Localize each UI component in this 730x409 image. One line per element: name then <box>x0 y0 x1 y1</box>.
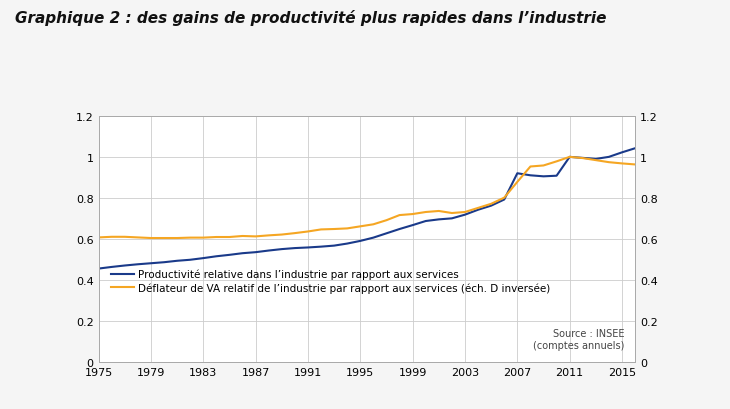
Productivité relative dans l’industrie par rapport aux services <box>474 208 483 213</box>
Productivité relative dans l’industrie par rapport aux services <box>251 250 260 255</box>
Déflateur de VA relatif de l’industrie par rapport aux services (éch. D inversée) <box>552 160 561 164</box>
Productivité relative dans l’industrie par rapport aux services <box>500 198 509 202</box>
Déflateur de VA relatif de l’industrie par rapport aux services (éch. D inversée) <box>251 234 260 239</box>
Déflateur de VA relatif de l’industrie par rapport aux services (éch. D inversée) <box>134 236 142 240</box>
Productivité relative dans l’industrie par rapport aux services <box>421 219 430 224</box>
Déflateur de VA relatif de l’industrie par rapport aux services (éch. D inversée) <box>317 227 326 232</box>
Déflateur de VA relatif de l’industrie par rapport aux services (éch. D inversée) <box>578 156 587 161</box>
Déflateur de VA relatif de l’industrie par rapport aux services (éch. D inversée) <box>277 232 286 237</box>
Déflateur de VA relatif de l’industrie par rapport aux services (éch. D inversée) <box>264 233 273 238</box>
Productivité relative dans l’industrie par rapport aux services <box>618 151 626 155</box>
Productivité relative dans l’industrie par rapport aux services <box>604 155 613 160</box>
Déflateur de VA relatif de l’industrie par rapport aux services (éch. D inversée) <box>382 218 391 223</box>
Déflateur de VA relatif de l’industrie par rapport aux services (éch. D inversée) <box>474 206 483 211</box>
Productivité relative dans l’industrie par rapport aux services <box>513 171 522 176</box>
Productivité relative dans l’industrie par rapport aux services <box>185 258 194 263</box>
Productivité relative dans l’industrie par rapport aux services <box>225 253 234 258</box>
Productivité relative dans l’industrie par rapport aux services <box>539 174 548 179</box>
Déflateur de VA relatif de l’industrie par rapport aux services (éch. D inversée) <box>487 202 496 207</box>
Productivité relative dans l’industrie par rapport aux services <box>199 256 207 261</box>
Productivité relative dans l’industrie par rapport aux services <box>408 223 417 228</box>
Productivité relative dans l’industrie par rapport aux services <box>552 174 561 179</box>
Déflateur de VA relatif de l’industrie par rapport aux services (éch. D inversée) <box>304 229 312 234</box>
Productivité relative dans l’industrie par rapport aux services <box>591 157 600 162</box>
Productivité relative dans l’industrie par rapport aux services <box>120 263 129 268</box>
Productivité relative dans l’industrie par rapport aux services <box>304 245 312 250</box>
Déflateur de VA relatif de l’industrie par rapport aux services (éch. D inversée) <box>185 236 194 240</box>
Déflateur de VA relatif de l’industrie par rapport aux services (éch. D inversée) <box>369 222 377 227</box>
Déflateur de VA relatif de l’industrie par rapport aux services (éch. D inversée) <box>421 210 430 215</box>
Productivité relative dans l’industrie par rapport aux services <box>317 245 326 249</box>
Productivité relative dans l’industrie par rapport aux services <box>291 246 299 251</box>
Déflateur de VA relatif de l’industrie par rapport aux services (éch. D inversée) <box>395 213 404 218</box>
Productivité relative dans l’industrie par rapport aux services <box>277 247 286 252</box>
Déflateur de VA relatif de l’industrie par rapport aux services (éch. D inversée) <box>147 236 155 241</box>
Line: Déflateur de VA relatif de l’industrie par rapport aux services (éch. D inversée): Déflateur de VA relatif de l’industrie p… <box>99 157 635 238</box>
Text: Source : INSEE
(comptes annuels): Source : INSEE (comptes annuels) <box>533 328 624 350</box>
Déflateur de VA relatif de l’industrie par rapport aux services (éch. D inversée) <box>461 210 469 215</box>
Déflateur de VA relatif de l’industrie par rapport aux services (éch. D inversée) <box>631 163 639 168</box>
Productivité relative dans l’industrie par rapport aux services <box>107 265 116 270</box>
Déflateur de VA relatif de l’industrie par rapport aux services (éch. D inversée) <box>618 162 626 166</box>
Déflateur de VA relatif de l’industrie par rapport aux services (éch. D inversée) <box>330 227 339 232</box>
Productivité relative dans l’industrie par rapport aux services <box>134 262 142 267</box>
Productivité relative dans l’industrie par rapport aux services <box>264 248 273 253</box>
Déflateur de VA relatif de l’industrie par rapport aux services (éch. D inversée) <box>604 160 613 165</box>
Productivité relative dans l’industrie par rapport aux services <box>526 173 535 178</box>
Productivité relative dans l’industrie par rapport aux services <box>487 204 496 209</box>
Déflateur de VA relatif de l’industrie par rapport aux services (éch. D inversée) <box>513 180 522 185</box>
Déflateur de VA relatif de l’industrie par rapport aux services (éch. D inversée) <box>356 224 365 229</box>
Déflateur de VA relatif de l’industrie par rapport aux services (éch. D inversée) <box>199 236 207 240</box>
Déflateur de VA relatif de l’industrie par rapport aux services (éch. D inversée) <box>434 209 443 214</box>
Déflateur de VA relatif de l’industrie par rapport aux services (éch. D inversée) <box>225 235 234 240</box>
Productivité relative dans l’industrie par rapport aux services <box>238 251 247 256</box>
Productivité relative dans l’industrie par rapport aux services <box>631 146 639 151</box>
Productivité relative dans l’industrie par rapport aux services <box>382 231 391 236</box>
Déflateur de VA relatif de l’industrie par rapport aux services (éch. D inversée) <box>173 236 182 241</box>
Productivité relative dans l’industrie par rapport aux services <box>147 261 155 266</box>
Productivité relative dans l’industrie par rapport aux services <box>343 241 352 246</box>
Déflateur de VA relatif de l’industrie par rapport aux services (éch. D inversée) <box>291 231 299 236</box>
Déflateur de VA relatif de l’industrie par rapport aux services (éch. D inversée) <box>408 212 417 217</box>
Déflateur de VA relatif de l’industrie par rapport aux services (éch. D inversée) <box>94 236 103 240</box>
Déflateur de VA relatif de l’industrie par rapport aux services (éch. D inversée) <box>238 234 247 239</box>
Déflateur de VA relatif de l’industrie par rapport aux services (éch. D inversée) <box>120 235 129 240</box>
Déflateur de VA relatif de l’industrie par rapport aux services (éch. D inversée) <box>343 227 352 231</box>
Déflateur de VA relatif de l’industrie par rapport aux services (éch. D inversée) <box>107 235 116 240</box>
Productivité relative dans l’industrie par rapport aux services <box>395 227 404 232</box>
Déflateur de VA relatif de l’industrie par rapport aux services (éch. D inversée) <box>539 164 548 169</box>
Déflateur de VA relatif de l’industrie par rapport aux services (éch. D inversée) <box>526 165 535 170</box>
Déflateur de VA relatif de l’industrie par rapport aux services (éch. D inversée) <box>591 158 600 163</box>
Productivité relative dans l’industrie par rapport aux services <box>173 259 182 264</box>
Productivité relative dans l’industrie par rapport aux services <box>356 239 365 244</box>
Legend: Productivité relative dans l’industrie par rapport aux services, Déflateur de VA: Productivité relative dans l’industrie p… <box>109 267 553 295</box>
Déflateur de VA relatif de l’industrie par rapport aux services (éch. D inversée) <box>500 196 509 201</box>
Déflateur de VA relatif de l’industrie par rapport aux services (éch. D inversée) <box>212 235 220 240</box>
Productivité relative dans l’industrie par rapport aux services <box>160 260 169 265</box>
Productivité relative dans l’industrie par rapport aux services <box>434 218 443 222</box>
Déflateur de VA relatif de l’industrie par rapport aux services (éch. D inversée) <box>447 211 456 216</box>
Productivité relative dans l’industrie par rapport aux services <box>565 155 574 160</box>
Line: Productivité relative dans l’industrie par rapport aux services: Productivité relative dans l’industrie p… <box>99 149 635 269</box>
Productivité relative dans l’industrie par rapport aux services <box>94 267 103 272</box>
Productivité relative dans l’industrie par rapport aux services <box>369 236 377 240</box>
Productivité relative dans l’industrie par rapport aux services <box>330 244 339 249</box>
Productivité relative dans l’industrie par rapport aux services <box>578 156 587 161</box>
Productivité relative dans l’industrie par rapport aux services <box>212 254 220 259</box>
Productivité relative dans l’industrie par rapport aux services <box>447 216 456 221</box>
Déflateur de VA relatif de l’industrie par rapport aux services (éch. D inversée) <box>565 155 574 160</box>
Productivité relative dans l’industrie par rapport aux services <box>461 213 469 218</box>
Déflateur de VA relatif de l’industrie par rapport aux services (éch. D inversée) <box>160 236 169 241</box>
Text: Graphique 2 : des gains de productivité plus rapides dans l’industrie: Graphique 2 : des gains de productivité … <box>15 10 606 26</box>
